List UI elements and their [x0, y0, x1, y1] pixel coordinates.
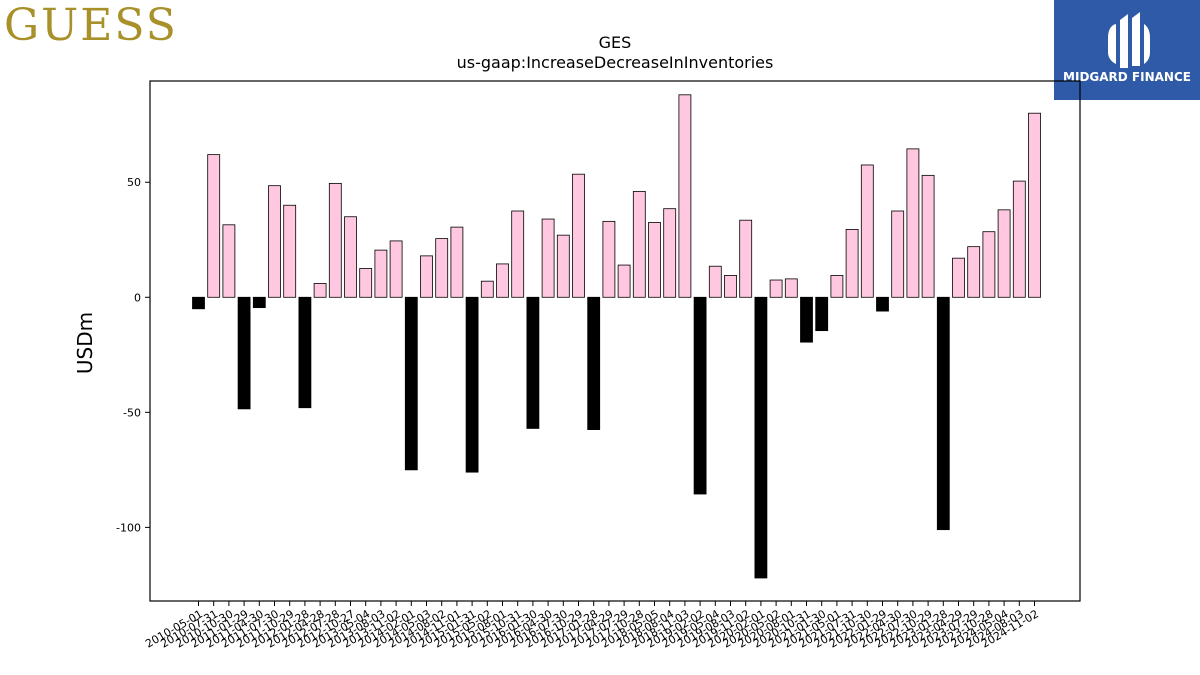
bar-2018-08-04 — [663, 208, 677, 298]
bar-2014-02-01 — [404, 296, 418, 471]
bar-2020-10-31 — [800, 296, 813, 343]
bar-2022-01-29 — [876, 296, 889, 312]
bar-2015-05-02 — [480, 280, 494, 298]
bar-2024-11-02 — [1028, 112, 1041, 298]
y-tick-label: 50 — [127, 176, 141, 189]
bar-2016-07-30 — [556, 234, 570, 298]
bar-2022-07-30 — [906, 148, 920, 298]
bar-2023-04-29 — [952, 257, 965, 298]
bar-2010-07-31 — [207, 154, 221, 298]
bar-2024-05-04 — [997, 209, 1011, 298]
bar-2019-02-02 — [693, 296, 707, 495]
brand-logo: GUESS — [4, 0, 178, 51]
bar-2015-08-01 — [496, 263, 509, 298]
bar-2018-05-05 — [648, 222, 661, 298]
bar-2016-04-30 — [541, 218, 555, 298]
bar-2024-08-03 — [1012, 180, 1026, 298]
bar-2016-01-30 — [526, 296, 540, 429]
bar-2014-11-01 — [450, 226, 464, 298]
bar-2021-10-30 — [860, 164, 874, 298]
bar-2014-08-02 — [435, 238, 449, 298]
plot-frame — [149, 80, 1081, 602]
bar-2011-01-29 — [237, 296, 251, 410]
bar-2013-05-04 — [359, 268, 373, 298]
bar-2020-05-02 — [769, 279, 783, 298]
bar-2016-10-29 — [572, 173, 585, 298]
bar-2020-02-01 — [754, 296, 768, 579]
bar-2011-10-29 — [283, 204, 297, 298]
bar-2019-05-04 — [708, 265, 722, 298]
bar-2022-04-30 — [891, 210, 905, 298]
y-axis-label: USDm — [73, 312, 97, 374]
bar-2017-07-29 — [617, 264, 631, 298]
bar-2010-10-30 — [222, 224, 236, 298]
bar-2012-10-27 — [344, 216, 357, 298]
bar-2013-11-02 — [389, 240, 403, 298]
bar-2017-10-28 — [632, 191, 646, 298]
bar-2019-08-03 — [724, 275, 737, 298]
bar-2017-01-28 — [587, 296, 601, 430]
bar-2023-10-28 — [982, 231, 996, 298]
bar-2015-01-31 — [465, 296, 479, 473]
bar-2019-11-02 — [739, 219, 753, 298]
bar-2010-05-01 — [192, 296, 205, 310]
y-tick-label: 0 — [134, 291, 141, 304]
bar-2021-07-31 — [845, 229, 859, 298]
partner-logo: MIDGARD FINANCE — [1054, 0, 1200, 100]
chart-title: GES — [598, 33, 632, 52]
y-tick-label: -100 — [116, 521, 141, 534]
bar-2015-10-31 — [511, 210, 525, 298]
bar-2021-01-30 — [815, 296, 829, 332]
partner-name: MIDGARD FINANCE — [1063, 70, 1191, 84]
bar-2020-08-01 — [784, 278, 798, 298]
bar-2017-04-29 — [602, 220, 616, 298]
bar-2021-05-01 — [830, 275, 844, 298]
y-tick-label: -50 — [123, 406, 141, 419]
bar-2012-07-28 — [328, 182, 342, 298]
bar-2023-07-29 — [967, 246, 981, 298]
chart-subtitle: us-gaap:IncreaseDecreaseInInventories — [456, 53, 774, 72]
bar-2023-01-28 — [936, 296, 950, 531]
bar-2012-01-28 — [298, 296, 312, 409]
bar-2011-07-30 — [268, 185, 281, 298]
bar-2014-05-03 — [420, 255, 433, 298]
bar-2022-10-29 — [921, 174, 935, 298]
bar-2018-11-03 — [678, 94, 692, 298]
bar-2012-04-28 — [313, 283, 327, 298]
bar-2013-08-03 — [374, 249, 388, 298]
partner-mark-icon — [1108, 12, 1150, 68]
bar-2011-04-30 — [252, 296, 266, 309]
